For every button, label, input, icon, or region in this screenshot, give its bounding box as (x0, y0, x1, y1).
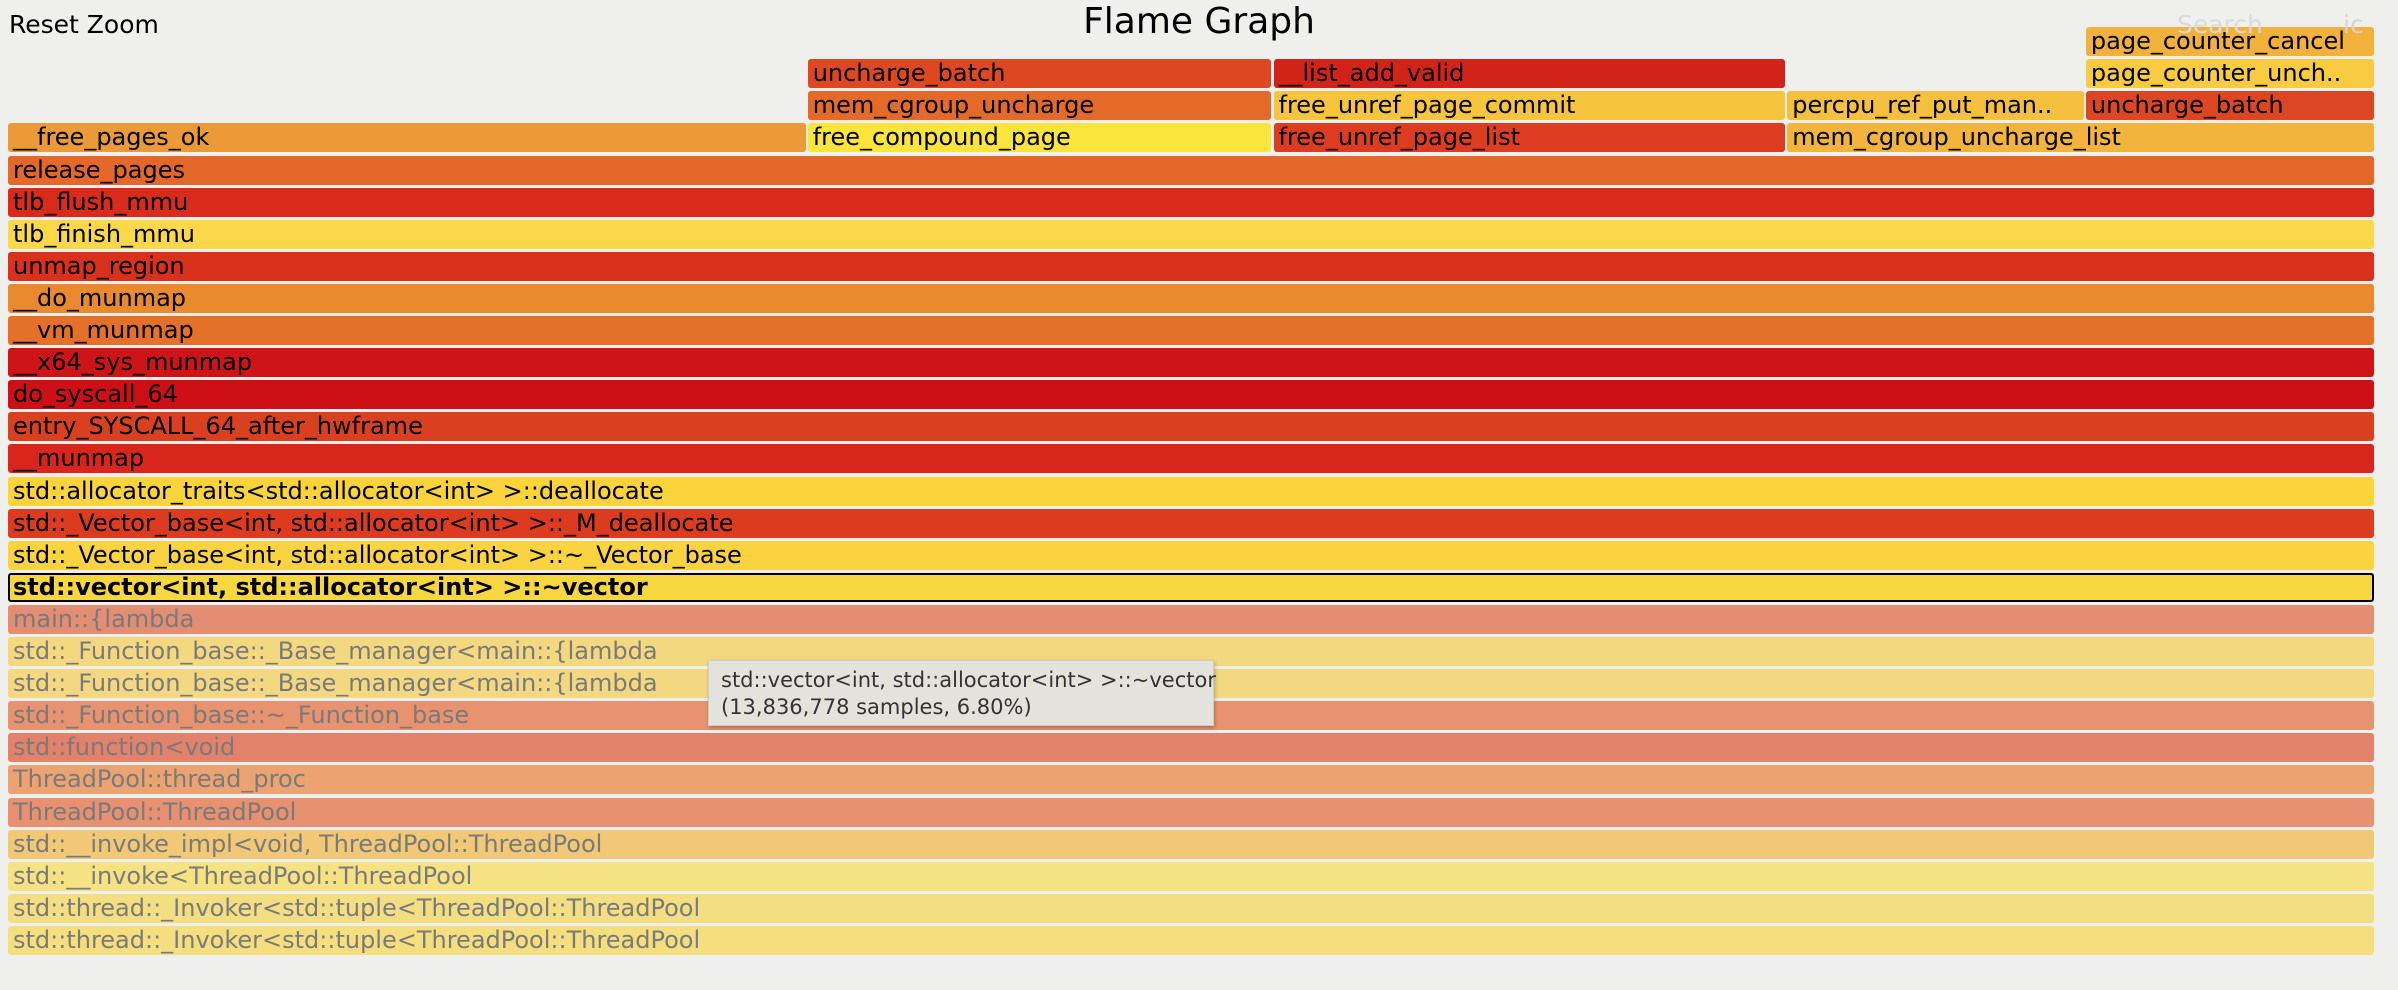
flame-frame[interactable]: std::_Vector_base<int, std::allocator<in… (8, 540, 2374, 570)
tooltip-frame-detail: (13,836,778 samples, 6.80%) (721, 695, 1032, 719)
flame-frame[interactable]: page_counter_cancel (2085, 27, 2374, 57)
flame-frame[interactable]: entry_SYSCALL_64_after_hwframe (8, 412, 2374, 442)
flame-frame[interactable]: tlb_finish_mmu (8, 219, 2374, 249)
flame-frame[interactable]: ThreadPool::thread_proc (8, 765, 2374, 795)
flame-frame[interactable]: mem_cgroup_uncharge_list (1787, 123, 2374, 153)
flame-frame[interactable]: __do_munmap (8, 283, 2374, 313)
flame-frame[interactable]: tlb_flush_mmu (8, 187, 2374, 217)
flame-frame[interactable]: __vm_munmap (8, 316, 2374, 345)
flame-frame[interactable]: std::function<void (8, 733, 2374, 763)
flame-frame[interactable]: mem_cgroup_uncharge (807, 91, 1272, 121)
flame-frame[interactable]: std::thread::_Invoker<std::tuple<ThreadP… (8, 893, 2374, 923)
frame-tooltip: std::vector<int, std::allocator<int> >::… (708, 660, 1216, 726)
flame-frame[interactable]: page_counter_unch.. (2085, 59, 2374, 89)
flame-frame[interactable]: free_unref_page_list (1273, 123, 1786, 153)
search-button[interactable]: Search (2177, 10, 2263, 39)
flame-frame[interactable]: __free_pages_ok (8, 123, 806, 153)
flame-frame[interactable]: release_pages (8, 155, 2374, 185)
page-title: Flame Graph (1083, 1, 1315, 42)
flame-frame[interactable]: free_compound_page (807, 123, 1272, 153)
flame-frame[interactable]: __munmap (8, 444, 2374, 474)
flame-frame[interactable]: std::vector<int, std::allocator<int> >::… (8, 572, 2374, 602)
flame-frame[interactable]: std::__invoke_impl<void, ThreadPool::Thr… (8, 829, 2374, 859)
flame-frame[interactable]: std::__invoke<ThreadPool::ThreadPool (8, 861, 2374, 891)
flame-frame[interactable]: percpu_ref_put_man.. (1787, 91, 2084, 121)
flame-frame[interactable]: uncharge_batch (807, 59, 1272, 89)
flame-frame[interactable]: do_syscall_64 (8, 380, 2374, 410)
reset-zoom-button[interactable]: Reset Zoom (9, 10, 159, 39)
flame-frame[interactable]: std::thread::_Invoker<std::tuple<ThreadP… (8, 925, 2374, 955)
flame-frame[interactable]: uncharge_batch (2085, 91, 2374, 121)
flame-frame[interactable]: std::_Vector_base<int, std::allocator<in… (8, 508, 2374, 538)
flame-frame[interactable]: std::allocator_traits<std::allocator<int… (8, 476, 2374, 506)
flame-frame[interactable]: __list_add_valid (1273, 59, 1786, 89)
matched-label: ic (2343, 10, 2364, 39)
flame-frame[interactable]: unmap_region (8, 251, 2374, 281)
flame-frame[interactable]: main::{lambda (8, 604, 2374, 634)
tooltip-frame-name: std::vector<int, std::allocator<int> >::… (721, 668, 1216, 692)
flame-frame[interactable]: __x64_sys_munmap (8, 348, 2374, 378)
flame-frame[interactable]: free_unref_page_commit (1273, 91, 1786, 121)
flame-frame[interactable]: ThreadPool::ThreadPool (8, 797, 2374, 827)
